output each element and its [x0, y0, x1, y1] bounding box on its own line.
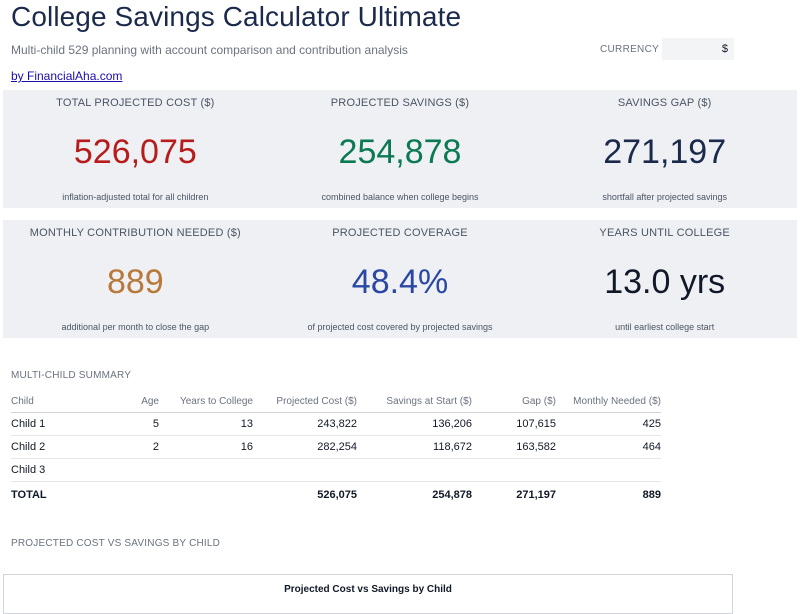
- cell-projected-cost: [253, 458, 357, 482]
- metric-card-total-cost: TOTAL PROJECTED COST ($) 526,075 inflati…: [3, 90, 268, 208]
- cell-monthly-needed: 464: [556, 435, 661, 459]
- cell-monthly-needed: 425: [556, 412, 661, 436]
- cell-savings-at-start: [357, 458, 472, 482]
- cell-savings-at-start: 118,672: [357, 435, 472, 459]
- column-header-years-to-college: Years to College: [159, 390, 253, 413]
- cell-years-to-college: [159, 458, 253, 482]
- cell-age: [121, 458, 159, 482]
- metric-note: shortfall after projected savings: [602, 192, 727, 202]
- metric-note: combined balance when college begins: [321, 192, 479, 202]
- metric-label: PROJECTED COVERAGE: [332, 227, 468, 239]
- metric-note: additional per month to close the gap: [61, 322, 210, 332]
- multi-child-summary-table: Child Age Years to College Projected Cos…: [11, 390, 661, 508]
- metric-value: 13.0 yrs: [604, 263, 726, 301]
- cell-projected-cost: 243,822: [253, 412, 357, 436]
- metric-value: 271,197: [603, 133, 727, 171]
- cell-age: [121, 481, 159, 508]
- metric-label: YEARS UNTIL COLLEGE: [599, 227, 730, 239]
- cell-years-to-college: 16: [159, 435, 253, 459]
- cell-total-projected-cost: 526,075: [253, 481, 357, 508]
- cell-child: Child 1: [11, 412, 121, 436]
- cell-years-to-college: [159, 481, 253, 508]
- table-row: Child 1 5 13 243,822 136,206 107,615 425: [11, 412, 661, 436]
- column-header-gap: Gap ($): [472, 390, 556, 413]
- cell-gap: 107,615: [472, 412, 556, 436]
- cell-projected-cost: 282,254: [253, 435, 357, 459]
- metric-value: 254,878: [338, 133, 462, 171]
- metric-value: 889: [106, 263, 164, 301]
- table-row: Child 3: [11, 458, 661, 482]
- cell-child: Child 2: [11, 435, 121, 459]
- cell-age: 5: [121, 412, 159, 436]
- cell-total-label: TOTAL: [11, 481, 121, 508]
- metric-note: inflation-adjusted total for all childre…: [62, 192, 209, 202]
- cell-total-savings-at-start: 254,878: [357, 481, 472, 508]
- cell-gap: 163,582: [472, 435, 556, 459]
- metric-card-projected-coverage: PROJECTED COVERAGE 48.4% of projected co…: [268, 220, 533, 338]
- column-header-savings-at-start: Savings at Start ($): [357, 390, 472, 413]
- cell-child: Child 3: [11, 458, 121, 482]
- column-header-age: Age: [121, 390, 159, 413]
- chart-title: Projected Cost vs Savings by Child: [284, 584, 452, 595]
- page-subtitle: Multi-child 529 planning with account co…: [11, 43, 408, 57]
- metric-card-years-until-college: YEARS UNTIL COLLEGE 13.0 yrs until earli…: [532, 220, 797, 338]
- metric-label: TOTAL PROJECTED COST ($): [56, 97, 215, 109]
- metric-note: until earliest college start: [615, 322, 715, 332]
- column-header-child: Child: [11, 390, 121, 413]
- currency-input[interactable]: $: [662, 38, 734, 60]
- byline-link[interactable]: by FinancialAha.com: [11, 69, 123, 83]
- metric-note: of projected cost covered by projected s…: [307, 322, 493, 332]
- page-title: College Savings Calculator Ultimate: [11, 1, 462, 32]
- metric-label: SAVINGS GAP ($): [617, 97, 712, 109]
- table-header-row: Child Age Years to College Projected Cos…: [11, 390, 661, 413]
- summary-section-label: MULTI-CHILD SUMMARY: [11, 370, 132, 381]
- metrics-row-2: MONTHLY CONTRIBUTION NEEDED ($) 889 addi…: [3, 220, 797, 338]
- currency-label: CURRENCY: [600, 44, 660, 55]
- cell-years-to-college: 13: [159, 412, 253, 436]
- chart-container: Projected Cost vs Savings by Child: [3, 574, 733, 614]
- chart-section-label: PROJECTED COST VS SAVINGS BY CHILD: [11, 538, 221, 549]
- metric-card-monthly-contribution: MONTHLY CONTRIBUTION NEEDED ($) 889 addi…: [3, 220, 268, 338]
- column-header-projected-cost: Projected Cost ($): [253, 390, 357, 413]
- metric-value: 526,075: [73, 133, 197, 171]
- cell-savings-at-start: 136,206: [357, 412, 472, 436]
- column-header-monthly-needed: Monthly Needed ($): [556, 390, 661, 413]
- cell-monthly-needed: [556, 458, 661, 482]
- metrics-row-1: TOTAL PROJECTED COST ($) 526,075 inflati…: [3, 90, 797, 208]
- cell-gap: [472, 458, 556, 482]
- cell-age: 2: [121, 435, 159, 459]
- table-row: Child 2 2 16 282,254 118,672 163,582 464: [11, 435, 661, 459]
- table-total-row: TOTAL 526,075 254,878 271,197 889: [11, 481, 661, 508]
- metric-card-projected-savings: PROJECTED SAVINGS ($) 254,878 combined b…: [268, 90, 533, 208]
- cell-total-monthly-needed: 889: [556, 481, 661, 508]
- cell-total-gap: 271,197: [472, 481, 556, 508]
- metric-label: MONTHLY CONTRIBUTION NEEDED ($): [29, 227, 241, 239]
- metric-label: PROJECTED SAVINGS ($): [330, 97, 470, 109]
- metric-card-savings-gap: SAVINGS GAP ($) 271,197 shortfall after …: [532, 90, 797, 208]
- metric-value: 48.4%: [351, 263, 449, 301]
